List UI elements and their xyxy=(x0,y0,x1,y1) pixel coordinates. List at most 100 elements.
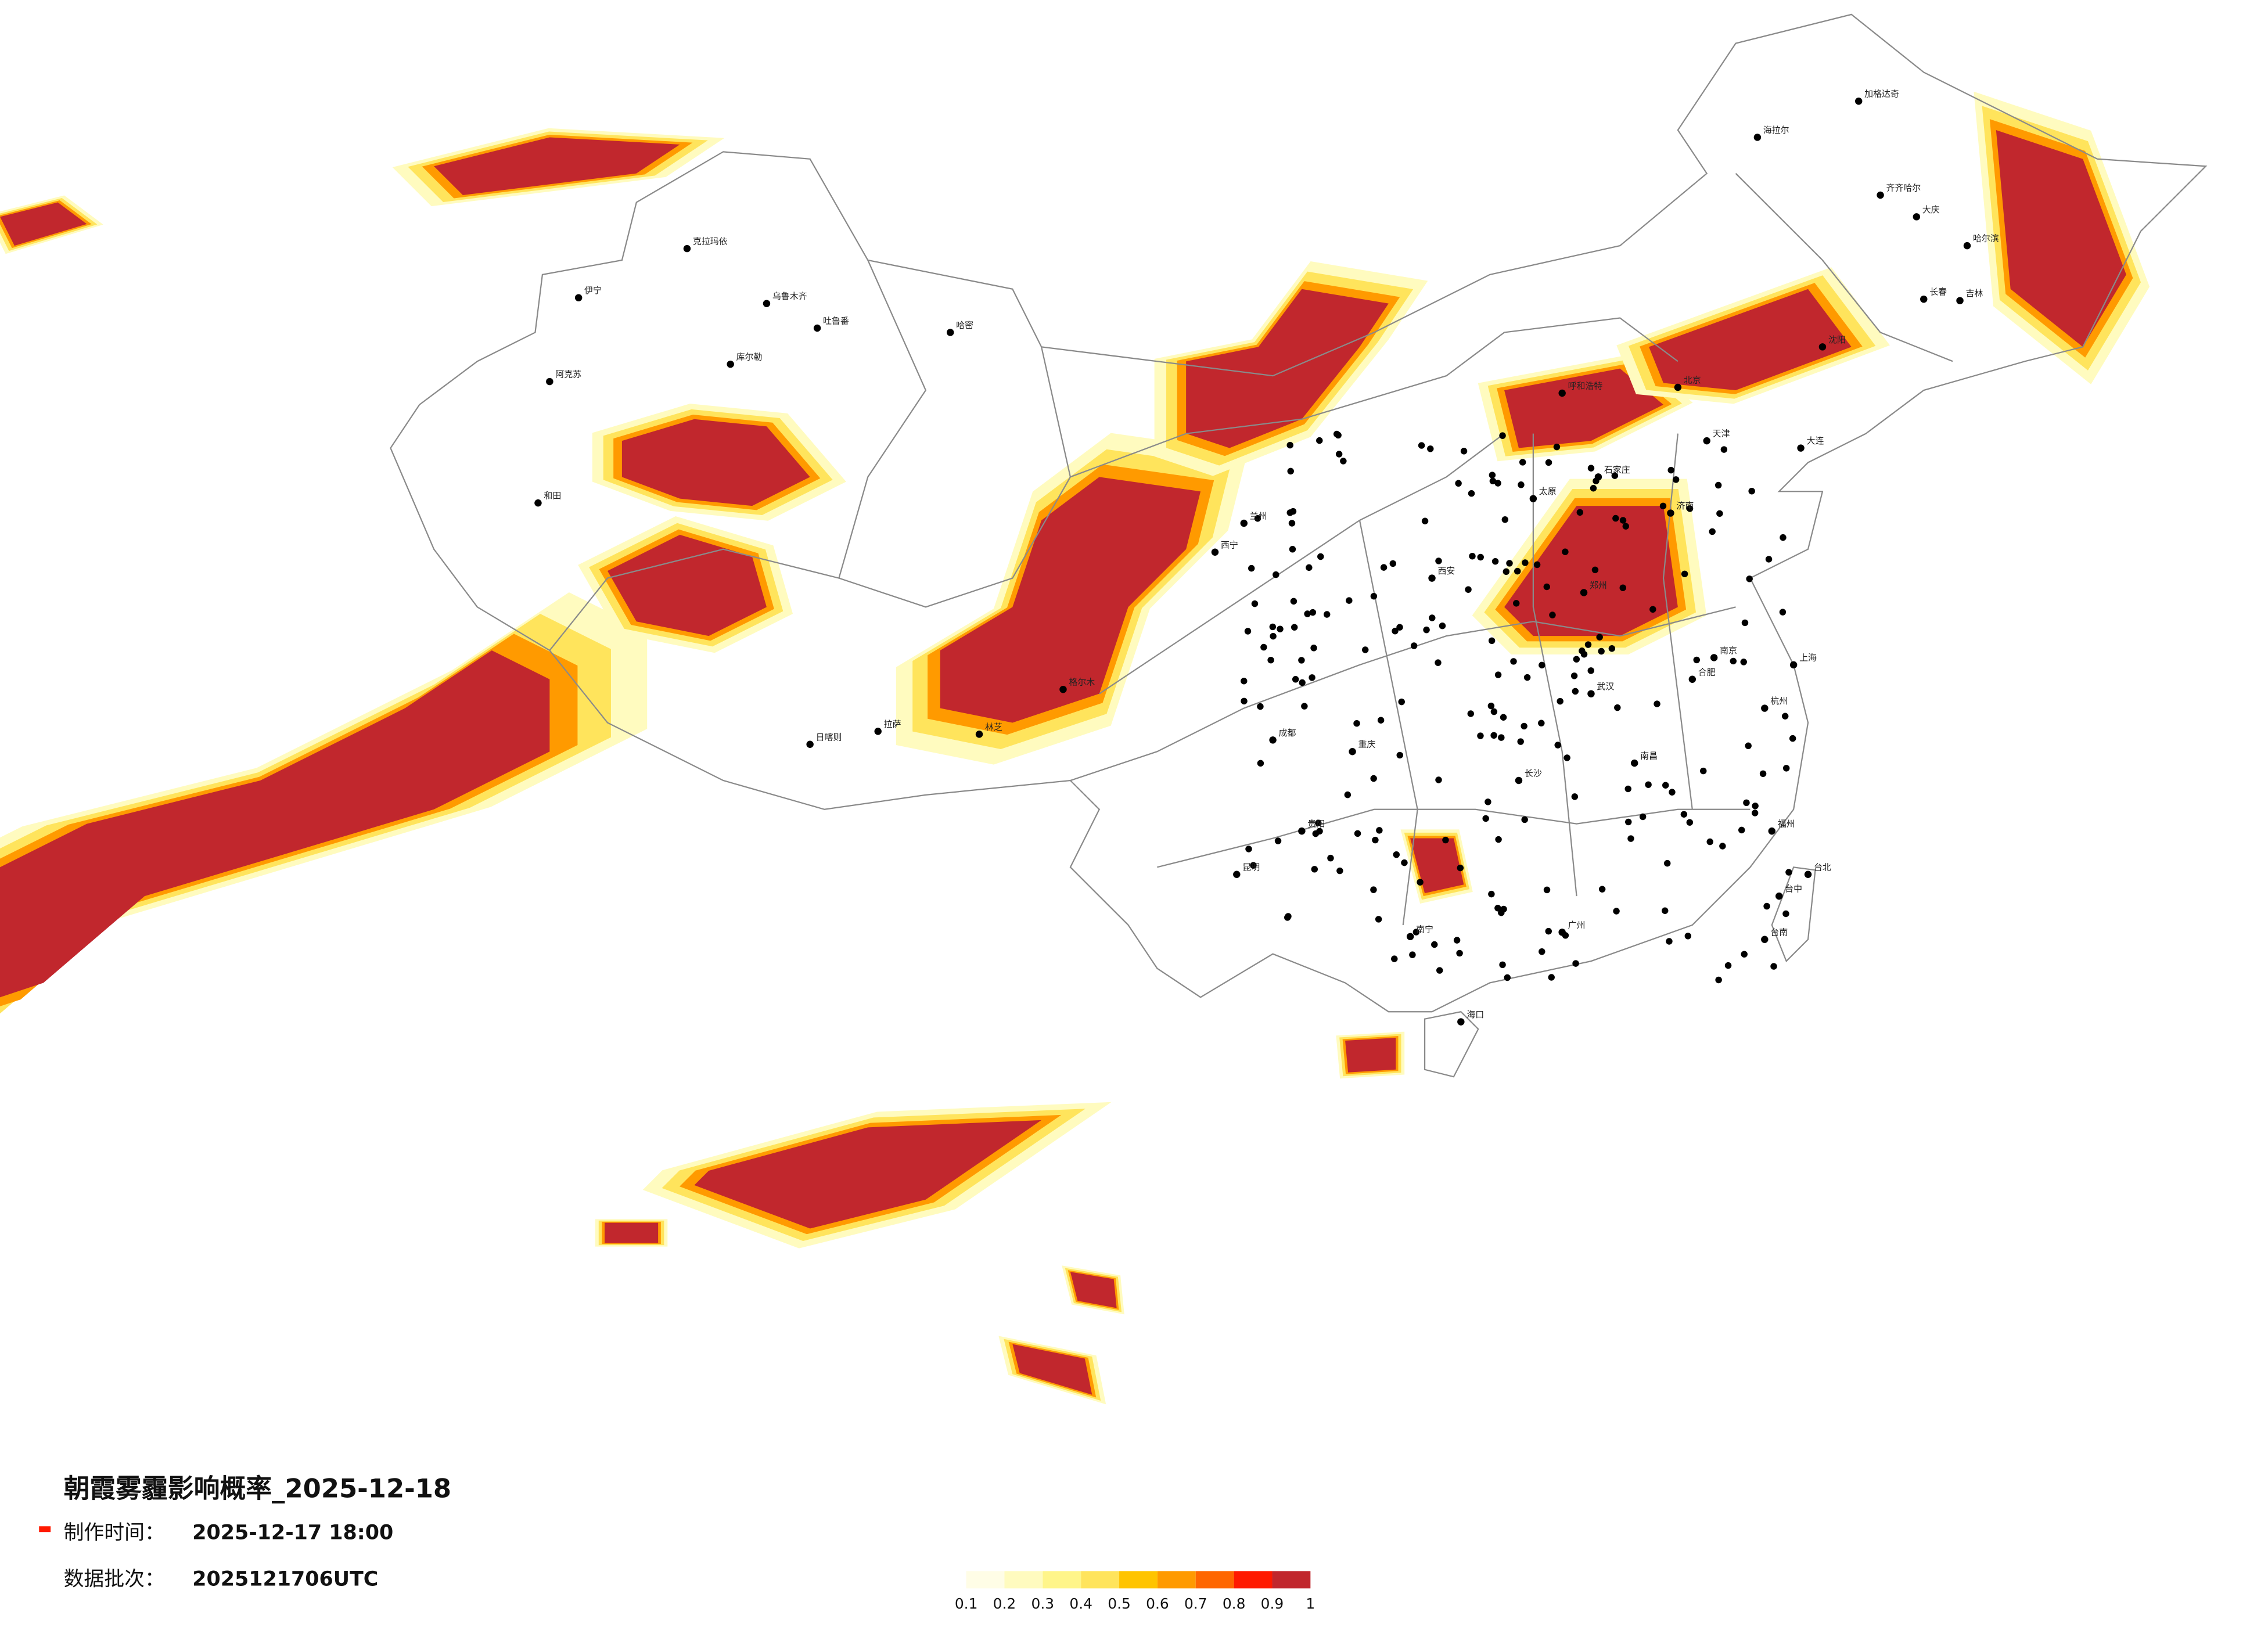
city-dot xyxy=(1491,557,1499,565)
city-label: 杭州 xyxy=(1770,696,1788,706)
city-dot xyxy=(1782,765,1790,772)
city-label: 海拉尔 xyxy=(1763,125,1789,135)
city-dot xyxy=(1389,560,1397,567)
city-dot xyxy=(1315,819,1322,826)
city-dot xyxy=(1499,432,1506,439)
borders xyxy=(390,13,2208,1078)
city-dot xyxy=(1580,589,1588,596)
city-label: 克拉玛依 xyxy=(693,236,728,247)
city-dot xyxy=(1501,516,1509,523)
legend-tick-label: 0.4 xyxy=(1069,1595,1092,1612)
city-label: 昆明 xyxy=(1242,862,1260,872)
city-dot xyxy=(1920,295,1928,303)
city-dot xyxy=(1514,567,1521,575)
city-dot xyxy=(1571,793,1579,800)
city-dot xyxy=(1639,813,1647,821)
legend-swatch xyxy=(1081,1571,1120,1589)
city-dot xyxy=(1517,738,1524,745)
province-line xyxy=(838,260,1072,608)
city-dot xyxy=(1398,698,1405,706)
city-dot xyxy=(1579,647,1586,654)
city-dot xyxy=(1645,781,1652,788)
city-label: 天津 xyxy=(1713,429,1730,439)
city-dot xyxy=(1477,732,1484,739)
city-label: 贵阳 xyxy=(1307,819,1325,829)
legend-tick-label: 0.3 xyxy=(1031,1595,1055,1612)
probability-area xyxy=(1996,130,2126,347)
city-label: 石家庄 xyxy=(1604,465,1630,475)
city-dot xyxy=(1290,598,1297,605)
city-dot xyxy=(1666,938,1673,945)
city-dot xyxy=(1543,583,1550,591)
city-dot xyxy=(1233,870,1241,878)
city-dot xyxy=(1335,431,1342,439)
city-dot xyxy=(1630,759,1638,767)
city-dot xyxy=(1622,523,1629,530)
legend-swatch xyxy=(966,1571,1005,1589)
legend: 0.1 0.2 0.3 0.4 0.5 0.6 0.7 0.8 0.9 1 xyxy=(955,1571,1315,1612)
city-dot xyxy=(1506,560,1513,567)
city-dot xyxy=(1423,626,1430,634)
city-dot xyxy=(1614,704,1621,711)
city-dot xyxy=(1377,717,1385,724)
city-label: 南昌 xyxy=(1640,751,1658,761)
city-label: 大连 xyxy=(1807,436,1824,446)
city-dot xyxy=(1392,627,1399,635)
city-dot xyxy=(1741,951,1748,958)
city-dot xyxy=(1250,862,1257,869)
city-dot xyxy=(1488,890,1495,898)
legend-swatch xyxy=(1119,1571,1158,1589)
city-dot xyxy=(1761,704,1769,712)
city-dot xyxy=(1269,736,1277,744)
city-dot xyxy=(546,377,553,386)
city-dot xyxy=(1349,748,1356,756)
city-label: 日喀则 xyxy=(816,732,842,742)
city-label: 乌鲁木齐 xyxy=(772,291,807,301)
island-outline xyxy=(1771,866,1816,963)
city-dot xyxy=(1427,445,1434,452)
city-dot xyxy=(1490,708,1498,715)
city-label: 上海 xyxy=(1799,652,1817,663)
city-dot xyxy=(1738,826,1745,834)
probability-area xyxy=(1012,1344,1092,1395)
city-dot xyxy=(1715,976,1722,984)
city-dot xyxy=(1299,679,1306,686)
city-dot xyxy=(1554,742,1561,749)
city-dot xyxy=(1684,933,1692,940)
city-label: 沈阳 xyxy=(1828,334,1846,345)
city-dot xyxy=(1336,867,1343,875)
city-dot xyxy=(1489,472,1496,479)
city-dot xyxy=(1260,643,1267,651)
probability-area xyxy=(621,419,810,506)
city-dot xyxy=(1241,678,1248,685)
city-dot xyxy=(1391,955,1398,962)
city-dot xyxy=(1504,974,1511,981)
city-dot xyxy=(1523,674,1531,681)
city-dot xyxy=(1746,575,1753,582)
city-dot xyxy=(1669,789,1676,796)
city-dot xyxy=(1257,760,1264,767)
city-dot xyxy=(1298,657,1305,664)
city-dot xyxy=(1273,571,1279,578)
city-label: 合肥 xyxy=(1698,667,1716,677)
legend-swatch xyxy=(1234,1571,1273,1589)
city-label: 南京 xyxy=(1720,645,1737,656)
city-dot xyxy=(1613,908,1620,915)
city-dot xyxy=(1469,553,1476,560)
city-dot xyxy=(1709,528,1716,535)
city-dot xyxy=(1663,859,1671,867)
city-dot xyxy=(1457,864,1464,872)
city-dot xyxy=(813,324,821,332)
city-dot xyxy=(1624,785,1631,793)
city-dot xyxy=(1667,466,1674,474)
city-dot xyxy=(1298,827,1306,835)
city-dot xyxy=(1681,570,1688,578)
legend-swatch xyxy=(1157,1571,1196,1589)
city-dot xyxy=(1396,751,1403,759)
legend-tick-label: 0.7 xyxy=(1184,1595,1207,1612)
city-dot xyxy=(1316,437,1323,444)
city-dot xyxy=(1562,548,1569,555)
city-dot xyxy=(946,329,954,336)
city-dot xyxy=(1761,936,1769,943)
city-label: 长沙 xyxy=(1525,768,1542,779)
